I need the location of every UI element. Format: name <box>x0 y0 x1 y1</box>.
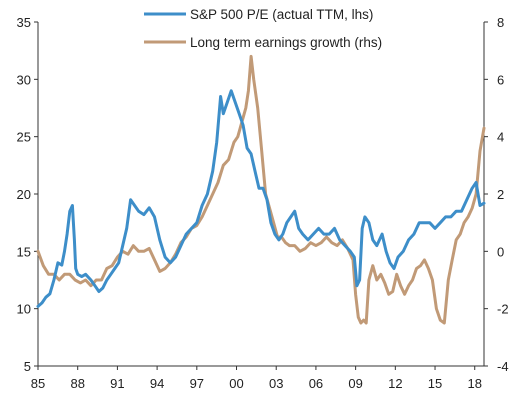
chart-legend: S&P 500 P/E (actual TTM, lhs) Long term e… <box>144 7 382 50</box>
legend-label: S&P 500 P/E (actual TTM, lhs) <box>190 7 373 22</box>
left-tick-label: 5 <box>24 359 31 374</box>
right-tick-label: 6 <box>497 72 504 87</box>
left-tick-label: 30 <box>17 72 31 87</box>
right-tick-label: -4 <box>497 359 509 374</box>
right-tick-label: 4 <box>497 130 504 145</box>
chart-series <box>36 54 486 325</box>
left-tick-label: 10 <box>17 302 31 317</box>
x-tick-label: 97 <box>190 376 204 391</box>
legend-label: Long term earnings growth (rhs) <box>190 35 382 50</box>
x-tick-label: 03 <box>269 376 283 391</box>
x-tick-label: 00 <box>229 376 243 391</box>
x-tick-label: 94 <box>150 376 164 391</box>
series-line-pe-ratio <box>36 89 486 308</box>
right-tick-label: -2 <box>497 302 509 317</box>
left-tick-label: 35 <box>17 15 31 30</box>
right-tick-label: 2 <box>497 187 504 202</box>
chart-axes: 5 10 15 20 25 30 35 -4 -2 0 2 4 6 8 85 88 91 94 97 00 03 06 09… <box>17 15 509 391</box>
x-tick-label: 15 <box>428 376 442 391</box>
x-tick-label: 06 <box>309 376 323 391</box>
right-tick-label: 0 <box>497 244 504 259</box>
right-tick-label: 8 <box>497 15 504 30</box>
left-tick-label: 25 <box>17 130 31 145</box>
x-tick-label: 91 <box>110 376 124 391</box>
x-tick-label: 85 <box>31 376 45 391</box>
x-tick-label: 18 <box>468 376 482 391</box>
x-tick-label: 09 <box>348 376 362 391</box>
x-tick-label: 88 <box>70 376 84 391</box>
left-tick-label: 20 <box>17 187 31 202</box>
left-tick-label: 15 <box>17 244 31 259</box>
x-tick-label: 12 <box>388 376 402 391</box>
